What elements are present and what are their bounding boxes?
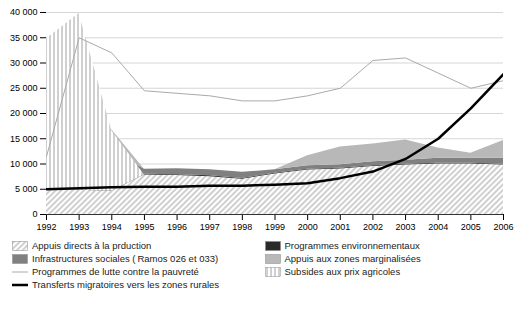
svg-text:1994: 1994 [102, 222, 122, 232]
svg-text:20 000: 20 000 [10, 108, 38, 118]
svg-text:1998: 1998 [232, 222, 252, 232]
html-text:Programmes environnementaux: Programmes environnementaux [284, 240, 420, 251]
svg-text:1993: 1993 [69, 222, 89, 232]
svg-text:30 000: 30 000 [10, 58, 38, 68]
svg-text:2000: 2000 [298, 222, 318, 232]
svg-text:0: 0 [32, 209, 37, 219]
html-text:Transferts migratoires vers le: Transferts migratoires vers les zones ru… [32, 279, 220, 290]
html-text:Infrastructures sociales ( Ram: Infrastructures sociales ( Ramos 026 et … [32, 253, 219, 264]
svg-text:15 000: 15 000 [10, 134, 38, 144]
svg-text:25 000: 25 000 [10, 83, 38, 93]
svg-text:2002: 2002 [363, 222, 383, 232]
svg-text:2001: 2001 [330, 222, 350, 232]
svg-text:5 000: 5 000 [15, 184, 38, 194]
svg-text:1995: 1995 [134, 222, 154, 232]
html-text:Appuis aux zones marginalisées: Appuis aux zones marginalisées [284, 253, 421, 264]
html-text:Programmes de lutte contre la: Programmes de lutte contre la pauvreté [32, 266, 199, 277]
svg-text:2003: 2003 [396, 222, 416, 232]
svg-text:1996: 1996 [167, 222, 187, 232]
svg-text:2005: 2005 [461, 222, 481, 232]
html-text:Appuis directs à la prduction: Appuis directs à la prduction [32, 240, 152, 251]
svg-text:35 000: 35 000 [10, 33, 38, 43]
svg-text:1992: 1992 [36, 222, 56, 232]
svg-text:1997: 1997 [200, 222, 220, 232]
svg-text:1999: 1999 [265, 222, 285, 232]
svg-text:2004: 2004 [428, 222, 448, 232]
svg-text:10 000: 10 000 [10, 159, 38, 169]
html-text:Subsides aux prix agricoles: Subsides aux prix agricoles [284, 266, 401, 277]
svg-text:40 000: 40 000 [10, 7, 38, 17]
svg-text:2006: 2006 [493, 222, 513, 232]
